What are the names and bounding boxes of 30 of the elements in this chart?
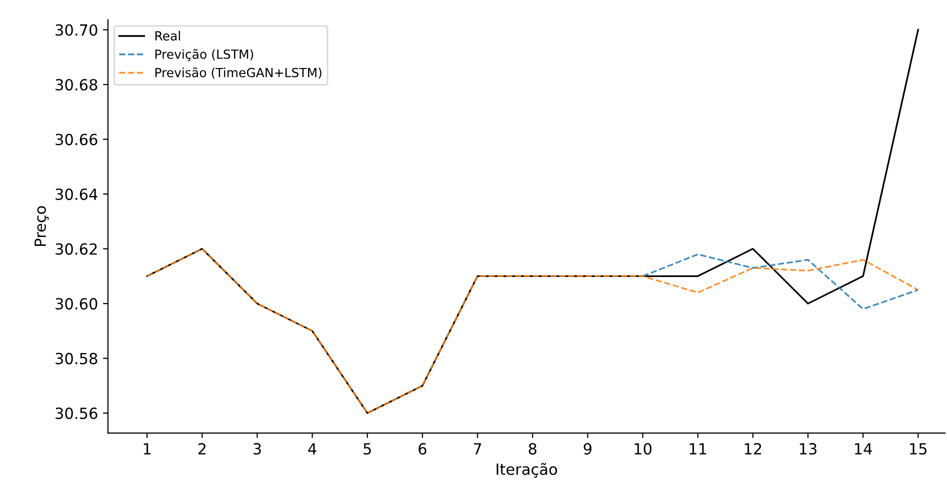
x-tick-label: 6	[418, 443, 426, 455]
y-tick-label: 30.64	[56, 188, 98, 200]
legend-label: Previsão (TimeGAN+LSTM)	[155, 67, 322, 79]
x-tick-label: 14	[855, 443, 872, 454]
y-tick-label: 30.66	[56, 134, 98, 146]
y-tick-label: 30.60	[56, 298, 98, 310]
y-tick-label: 30.70	[56, 24, 98, 36]
y-tick-label: 30.68	[56, 78, 98, 91]
x-axis-title: Iteração	[496, 462, 558, 478]
x-tick-label: 10	[634, 443, 652, 455]
x-tick-label: 13	[800, 443, 816, 455]
line-series	[642, 253, 919, 310]
x-tick-label: 7	[474, 443, 482, 454]
x-tick-label: 9	[584, 443, 592, 455]
y-tick-label: 30.62	[56, 243, 97, 255]
x-tick-label: 5	[364, 443, 371, 455]
x-tick-label: 12	[744, 443, 762, 454]
line-series	[146, 248, 919, 414]
x-tick-label: 4	[308, 443, 316, 454]
y-axis-title: Preço	[34, 206, 49, 246]
y-tick-label: 30.58	[56, 352, 98, 364]
x-tick-label: 11	[690, 443, 706, 454]
x-tick-label: 15	[910, 443, 927, 455]
legend-label: Real	[155, 30, 180, 41]
y-tick-label: 30.56	[56, 408, 98, 420]
x-tick-label: 1	[144, 443, 151, 454]
x-tick-label: 3	[254, 443, 261, 455]
legend-label: Previção (LSTM)	[155, 49, 254, 62]
x-tick-label: 2	[198, 443, 206, 454]
x-tick-label: 8	[528, 443, 536, 455]
